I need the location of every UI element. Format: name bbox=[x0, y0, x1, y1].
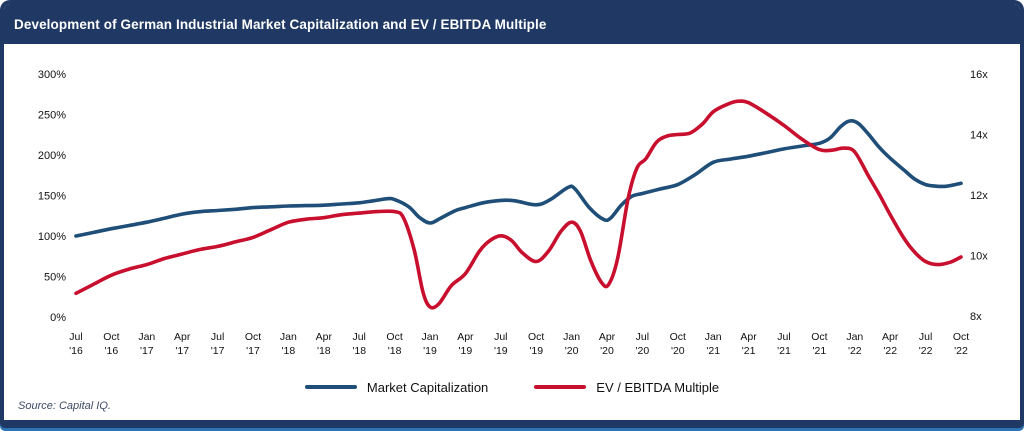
x-axis-tick-year: '22 bbox=[954, 345, 968, 357]
x-axis-tick-year: '16 bbox=[105, 345, 119, 357]
legend-item-ev-ebitda: EV / EBITDA Multiple bbox=[534, 380, 719, 395]
x-axis-tick-month: Oct bbox=[103, 331, 119, 343]
x-axis-tick-month: Oct bbox=[528, 331, 544, 343]
x-axis-tick-month: Jan bbox=[422, 331, 439, 343]
left-axis-tick-label: 250% bbox=[38, 110, 66, 122]
x-axis-tick-year: '21 bbox=[813, 345, 827, 357]
x-axis-tick-year: '21 bbox=[742, 345, 756, 357]
x-axis-tick-year: '20 bbox=[671, 345, 685, 357]
ev-ebitda-line-swatch bbox=[534, 385, 587, 389]
ev-ebitda-line bbox=[74, 99, 963, 310]
left-axis-tick-label: 300% bbox=[38, 69, 66, 81]
chart-canvas: 300% 250% 200% 150% 100% 50% 0% 16x 14x 12x 10x 8x J… bbox=[38, 69, 988, 357]
left-axis-tick-label: 100% bbox=[38, 231, 66, 243]
source-row: Source: Capital IQ. bbox=[4, 400, 1020, 420]
x-axis-tick-month: Oct bbox=[953, 331, 969, 343]
legend-item-market-cap: Market Capitalization bbox=[304, 379, 489, 395]
x-axis-tick-month: Apr bbox=[316, 331, 333, 343]
x-axis-tick-year: '20 bbox=[636, 345, 650, 357]
market-cap-line-swatch bbox=[304, 385, 357, 389]
x-axis-tick-month: Apr bbox=[174, 331, 191, 343]
x-axis-tick-month: Jul bbox=[211, 331, 224, 343]
left-axis-tick-label: 50% bbox=[44, 272, 66, 284]
x-axis-tick-month: Apr bbox=[457, 331, 474, 343]
x-axis-tick-month: Jul bbox=[352, 331, 365, 343]
x-axis-tick-year: '17 bbox=[246, 345, 260, 357]
x-axis-tick-month: Jul bbox=[777, 331, 790, 343]
x-axis-tick-year: '19 bbox=[529, 345, 543, 357]
x-axis-tick-year: '22 bbox=[848, 345, 862, 357]
x-axis-tick-month: Oct bbox=[386, 331, 402, 343]
x-axis-tick-year: '18 bbox=[352, 345, 366, 357]
x-axis-tick-year: '21 bbox=[706, 345, 720, 357]
chart-area: 300% 250% 200% 150% 100% 50% 0% 16x 14x 12x 10x 8x J… bbox=[4, 44, 1020, 374]
right-axis-tick-label: 8x bbox=[970, 311, 982, 323]
x-axis-tick-month: Oct bbox=[245, 331, 261, 343]
x-axis-tick-month: Jul bbox=[69, 331, 82, 343]
x-axis-tick-year: '18 bbox=[388, 345, 402, 357]
x-axis-tick-month: Jul bbox=[636, 331, 649, 343]
x-axis-tick-month: Jan bbox=[705, 331, 722, 343]
right-axis-tick-label: 14x bbox=[970, 130, 988, 142]
market-cap-line bbox=[74, 118, 963, 238]
page-title: Development of German Industrial Market … bbox=[14, 16, 547, 32]
x-axis-tick-year: '21 bbox=[777, 345, 791, 357]
x-axis-tick-month: Jan bbox=[846, 331, 863, 343]
x-axis-tick-month: Jul bbox=[494, 331, 507, 343]
x-axis-tick-year: '20 bbox=[565, 345, 579, 357]
x-axis-tick-month: Apr bbox=[599, 331, 616, 343]
x-axis-tick-year: '19 bbox=[494, 345, 508, 357]
x-axis-tick-month: Oct bbox=[670, 331, 686, 343]
x-axis-tick-month: Jan bbox=[563, 331, 580, 343]
x-axis-tick-month: Apr bbox=[740, 331, 757, 343]
left-axis-tick-label: 150% bbox=[38, 191, 66, 203]
x-axis-tick-year: '19 bbox=[423, 345, 437, 357]
x-axis-tick-month: Oct bbox=[811, 331, 827, 343]
x-axis-tick-month: Jan bbox=[280, 331, 297, 343]
right-axis-tick-label: 16x bbox=[970, 69, 988, 81]
left-axis-tick-label: 200% bbox=[38, 150, 66, 162]
x-axis-tick-month: Jul bbox=[919, 331, 932, 343]
x-axis-tick-year: '20 bbox=[600, 345, 614, 357]
x-axis-tick-year: '17 bbox=[140, 345, 154, 357]
left-axis-tick-label: 0% bbox=[50, 312, 66, 324]
x-axis-tick-year: '22 bbox=[883, 345, 897, 357]
x-axis-tick-year: '17 bbox=[211, 345, 225, 357]
x-axis-tick-year: '18 bbox=[282, 345, 296, 357]
x-axis-tick-year: '16 bbox=[69, 345, 83, 357]
x-axis-tick-year: '17 bbox=[175, 345, 189, 357]
x-axis-tick-year: '22 bbox=[919, 345, 933, 357]
legend: Market Capitalization EV / EBITDA Multip… bbox=[4, 374, 1020, 400]
legend-label-ev-ebitda: EV / EBITDA Multiple bbox=[596, 379, 720, 395]
x-axis-tick-month: Apr bbox=[882, 331, 899, 343]
x-axis-tick-year: '18 bbox=[317, 345, 331, 357]
title-bar: Development of German Industrial Market … bbox=[4, 4, 1020, 44]
x-axis-tick-month: Jan bbox=[138, 331, 155, 343]
right-axis-tick-label: 12x bbox=[970, 190, 988, 202]
source-note: Source: Capital IQ. bbox=[18, 400, 111, 412]
right-axis-tick-label: 10x bbox=[970, 251, 988, 263]
x-axis-tick-year: '19 bbox=[459, 345, 473, 357]
legend-label-market-cap: Market Capitalization bbox=[366, 379, 489, 395]
